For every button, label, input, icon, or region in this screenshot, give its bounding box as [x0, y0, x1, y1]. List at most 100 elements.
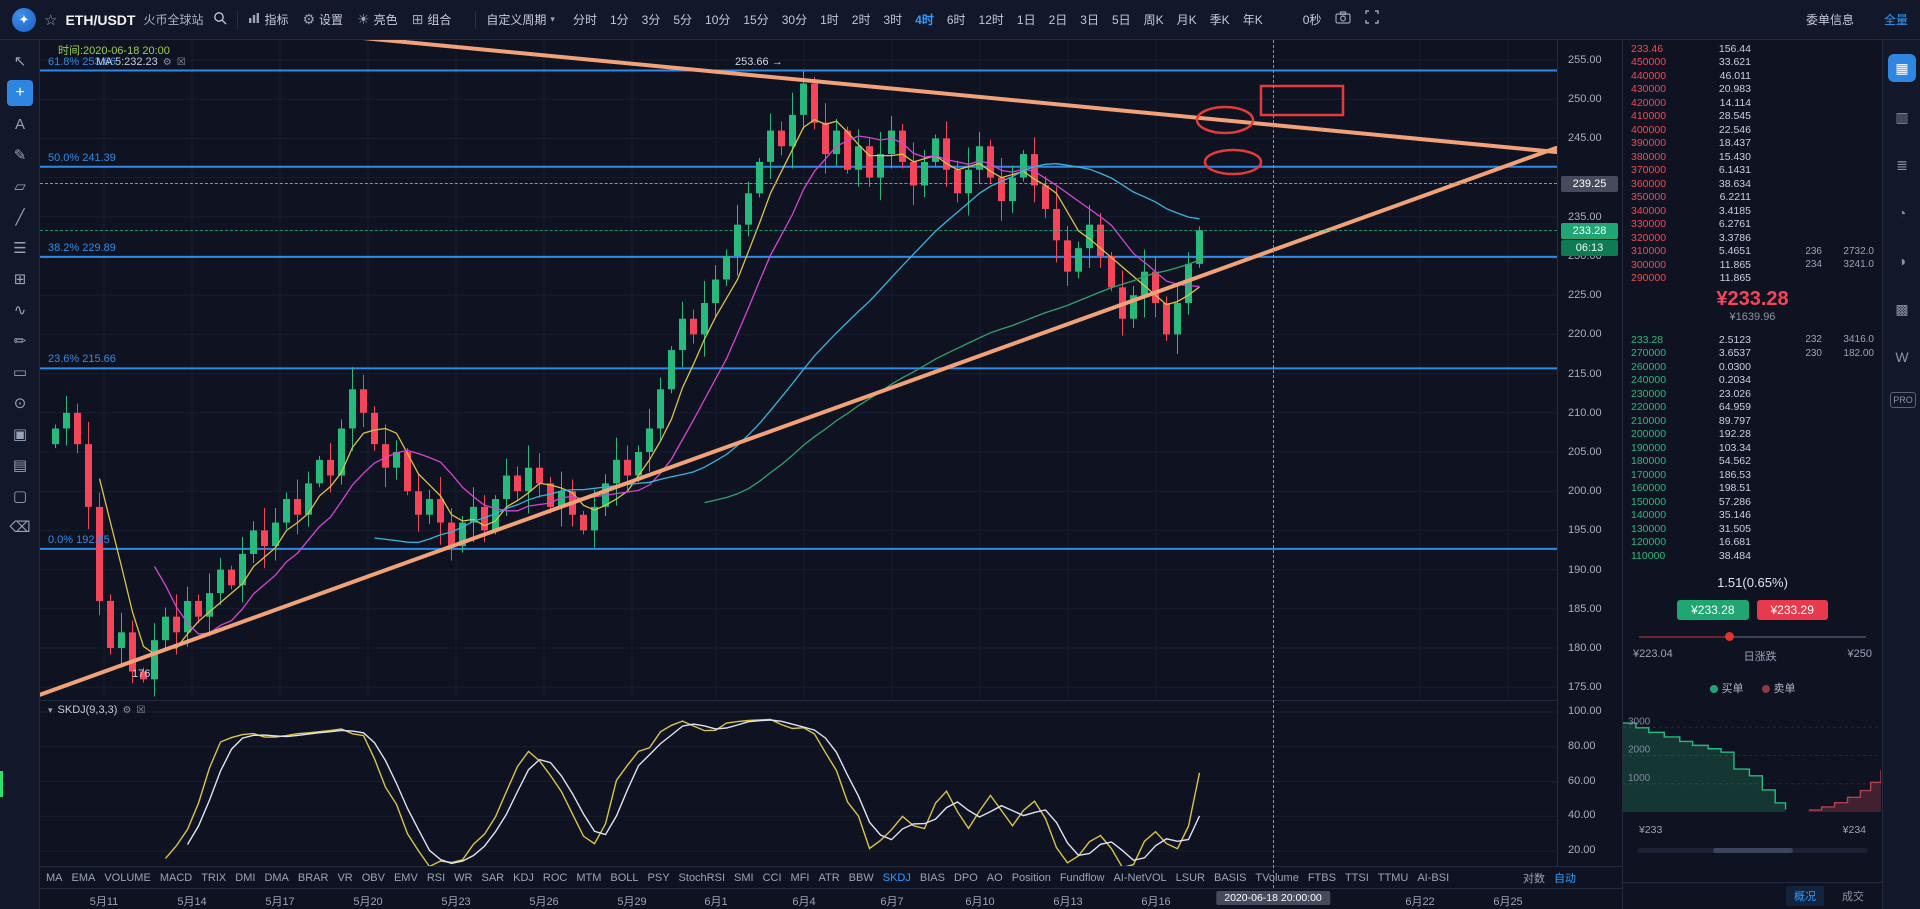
timeframe-4时[interactable]: 4时 — [915, 13, 934, 27]
remove-drawings-tool[interactable]: ⌫ — [9, 519, 31, 536]
timeframe-2日[interactable]: 2日 — [1048, 13, 1068, 27]
annotation-ellipse-1[interactable] — [1195, 105, 1255, 135]
skdj-chart[interactable] — [40, 701, 1557, 867]
date-axis[interactable]: 2020-06-18 20:00:00 5月11 5月14 5月17 5月20 5月23… — [40, 888, 1622, 909]
timeframe-15分[interactable]: 15分 — [743, 13, 769, 27]
indicator-panel-icon[interactable]: ▥ — [1895, 109, 1909, 125]
pro-badge[interactable]: PRO — [1890, 392, 1916, 408]
timeframe-月K[interactable]: 月K — [1176, 13, 1197, 27]
bid-price-button[interactable]: ¥233.28 — [1677, 599, 1749, 620]
indicator-tab-CCI[interactable]: CCI — [762, 871, 782, 884]
timeframe-5日[interactable]: 5日 — [1111, 13, 1131, 27]
orderbook-view-icon[interactable]: ≣ — [1896, 157, 1908, 173]
timeframe-30分[interactable]: 30分 — [781, 13, 808, 27]
contrast-icon[interactable]: ◑ — [1897, 253, 1907, 269]
screenshot-tool[interactable]: ▢ — [12, 488, 28, 505]
orderbook-row[interactable]: 270000 3.6537 230 182.00 — [1631, 347, 1874, 360]
crosshair-tool[interactable]: + — [7, 80, 33, 106]
ma-close-icon[interactable]: ☒ — [176, 56, 186, 68]
indicator-tab-SKDJ[interactable]: SKDJ — [882, 871, 911, 884]
scrollbar-thumb[interactable] — [1712, 847, 1793, 853]
fullscreen-icon[interactable] — [1365, 10, 1380, 29]
log-scale-toggle[interactable]: 对数 — [1523, 872, 1545, 885]
indicator-tab-TRIX[interactable]: TRIX — [201, 871, 227, 884]
timeframe-2时[interactable]: 2时 — [851, 13, 871, 27]
annotation-rectangle[interactable] — [1259, 84, 1345, 117]
indicator-tab-KDJ[interactable]: KDJ — [513, 871, 534, 884]
orderbook-row[interactable]: 310000 5.4651 236 2732.0 — [1631, 245, 1874, 258]
indicator-tab-OBV[interactable]: OBV — [361, 871, 385, 884]
indicator-tab-Fundflow[interactable]: Fundflow — [1059, 871, 1105, 884]
indicator-tab-BASIS[interactable]: BASIS — [1214, 871, 1247, 884]
fib-label[interactable]: 50.0% 241.39 — [48, 151, 116, 164]
orderbook-row[interactable]: 220000 64.959 — [1631, 401, 1751, 414]
trendline[interactable] — [300, 40, 1557, 154]
indicator-tab-ATR[interactable]: ATR — [818, 871, 840, 884]
orderbook-row[interactable]: 120000 16.681 — [1631, 536, 1751, 549]
indicator-tab-BOLL[interactable]: BOLL — [610, 871, 639, 884]
orderbook-row[interactable]: 430000 20.983 — [1631, 83, 1751, 96]
timeframe-12时[interactable]: 12时 — [978, 13, 1004, 27]
indicator-tab-DMA[interactable]: DMA — [264, 871, 289, 884]
fib-label[interactable]: 61.8% 253.66 — [48, 55, 116, 68]
skdj-pane[interactable]: ▾ SKDJ(9,3,3) ⚙ ☒ — [40, 700, 1557, 867]
gann-grid-tool[interactable]: ⊞ — [13, 271, 27, 288]
indicator-tab-Position[interactable]: Position — [1011, 871, 1051, 884]
ma-settings-icon[interactable]: ⚙ — [162, 56, 172, 68]
horizontal-scrollbar[interactable] — [1637, 847, 1868, 853]
fib-label[interactable]: 0.0% 192.65 — [48, 533, 110, 546]
indicator-tab-StochRSI[interactable]: StochRSI — [678, 871, 726, 884]
orderbook-row[interactable]: 130000 31.505 — [1631, 522, 1751, 535]
orderbook-row[interactable]: 380000 15.430 — [1631, 150, 1751, 163]
timeframe-6时[interactable]: 6时 — [946, 13, 966, 27]
orderbook-row[interactable]: 320000 3.3786 — [1631, 231, 1751, 244]
orderbook-row[interactable]: 360000 38.634 — [1631, 177, 1751, 190]
panel-tab-概况[interactable]: 概况 — [1786, 886, 1824, 906]
custom-period-dropdown[interactable]: 自定义周期 ▾ — [486, 13, 555, 27]
depth-chart[interactable]: 3000 2000 1000 — [1623, 704, 1882, 819]
orderbook-row[interactable]: 350000 6.2211 — [1631, 191, 1751, 204]
orderbook-row[interactable]: 330000 6.2761 — [1631, 218, 1751, 231]
slider-thumb[interactable] — [1725, 631, 1735, 641]
fib-label[interactable]: 38.2% 229.89 — [48, 241, 116, 254]
orderbook-row[interactable]: 240000 0.2034 — [1631, 374, 1751, 387]
orderbook-row[interactable]: 170000 186.53 — [1631, 468, 1751, 481]
circle-tool[interactable]: ⊙ — [13, 395, 27, 412]
pencil-tool[interactable]: ✏ — [13, 333, 27, 350]
timeframe-1时[interactable]: 1时 — [820, 13, 839, 27]
indicator-tab-DPO[interactable]: DPO — [953, 871, 978, 884]
orderbook-row[interactable]: 420000 14.114 — [1631, 96, 1751, 109]
orderbook-row[interactable]: 340000 3.4185 — [1631, 204, 1751, 217]
time-icon[interactable]: ◔ — [1897, 205, 1907, 221]
indicator-tab-BBW[interactable]: BBW — [848, 871, 874, 884]
annotation-ellipse-2[interactable] — [1203, 148, 1263, 176]
orderbook-row[interactable]: 180000 54.562 — [1631, 455, 1751, 468]
indicator-tab-BIAS[interactable]: BIAS — [919, 871, 945, 884]
skdj-settings-icon[interactable]: ⚙ — [122, 704, 132, 716]
auto-scale-toggle[interactable]: 自动 — [1554, 872, 1576, 885]
timeframe-3分[interactable]: 3分 — [641, 13, 661, 27]
indicator-tab-ROC[interactable]: ROC — [542, 871, 568, 884]
kline-view-icon[interactable]: ▦ — [1888, 54, 1916, 82]
orderbook-row[interactable]: 110000 38.484 — [1631, 549, 1751, 562]
indicator-tab-AO[interactable]: AO — [986, 871, 1003, 884]
indicator-tab-WR[interactable]: WR — [454, 871, 473, 884]
timeframe-周K[interactable]: 周K — [1143, 13, 1164, 27]
indicator-tab-AI-BSI[interactable]: AI-BSI — [1417, 871, 1450, 884]
orderbook-row[interactable]: 160000 198.51 — [1631, 482, 1751, 495]
orderbook-row[interactable]: 390000 18.437 — [1631, 137, 1751, 150]
fib-label[interactable]: 23.6% 215.66 — [48, 353, 116, 366]
orderbook-row[interactable]: 410000 28.545 — [1631, 110, 1751, 123]
price-pane[interactable]: 时间:2020-06-18 20:00 MA 5:232.23 ⚙ ☒ 253.… — [40, 40, 1557, 698]
orderbook-row[interactable]: 150000 57.286 — [1631, 495, 1751, 508]
layout-grid-icon[interactable]: ▩ — [1895, 301, 1909, 317]
indicators-menu[interactable]: 指标 — [248, 11, 288, 28]
orderbook-row[interactable]: 440000 46.011 — [1631, 69, 1751, 82]
orderbook-row[interactable]: 260000 0.0300 — [1631, 360, 1751, 373]
orderbook-row[interactable]: 400000 22.546 — [1631, 123, 1751, 136]
wave-tool[interactable]: ∿ — [13, 302, 27, 319]
timeframe-3日[interactable]: 3日 — [1080, 13, 1099, 27]
indicator-tab-MTM[interactable]: MTM — [576, 871, 602, 884]
indicator-tab-TTMU[interactable]: TTMU — [1377, 871, 1409, 884]
channel-tool[interactable]: ▱ — [14, 178, 26, 195]
